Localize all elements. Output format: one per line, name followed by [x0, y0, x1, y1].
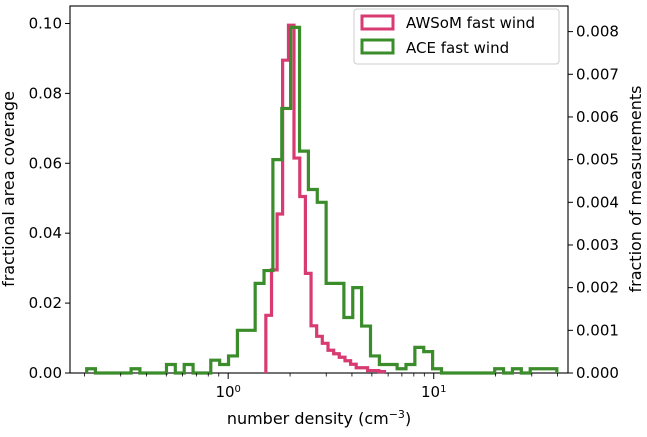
x-axis-title: number density (cm−3)	[227, 408, 411, 429]
right-y-tick-label: 0.000	[576, 364, 619, 382]
left-y-tick-label: 0.02	[29, 294, 62, 312]
right-y-tick-label: 0.005	[576, 151, 619, 169]
awsom-histogram-line	[264, 23, 387, 374]
axes-layer: 0.00 0.02 0.04 0.06 0.08 0.10 0.000 0.001 0.002 0…	[29, 14, 619, 401]
legend-label-awsom: AWSoM fast wind	[406, 14, 535, 32]
right-y-tick-label: 0.006	[576, 108, 619, 126]
right-y-tick-label: 0.001	[576, 321, 619, 339]
plot-frame	[69, 5, 569, 374]
left-y-axis-title: fractional area coverage	[0, 91, 18, 287]
legend-swatch-awsom	[360, 14, 395, 31]
right-y-tick-label: 0.003	[576, 236, 619, 254]
legend-box	[353, 8, 560, 65]
right-y-axis-title: fraction of measurements	[626, 85, 645, 292]
right-y-tick-label: 0.004	[576, 193, 619, 211]
left-y-tick-label: 0.00	[29, 364, 62, 382]
left-y-tick-label: 0.10	[29, 14, 62, 32]
x-tick-label: 101	[421, 383, 446, 401]
series-layer	[85, 23, 559, 375]
x-axis-title-superscript: −3	[389, 408, 405, 421]
ace-histogram-line	[85, 25, 559, 375]
x-tick-label: 100	[215, 383, 240, 401]
left-y-tick-label: 0.08	[29, 84, 62, 102]
legend: AWSoM fast wind ACE fast wind	[353, 8, 560, 65]
legend-label-ace: ACE fast wind	[406, 39, 509, 57]
left-y-tick-label: 0.04	[29, 224, 62, 242]
right-y-tick-label: 0.007	[576, 65, 619, 83]
right-y-tick-label: 0.008	[576, 23, 619, 41]
right-y-tick-label: 0.002	[576, 279, 619, 297]
left-y-tick-label: 0.06	[29, 154, 62, 172]
legend-swatch-ace	[360, 38, 395, 55]
